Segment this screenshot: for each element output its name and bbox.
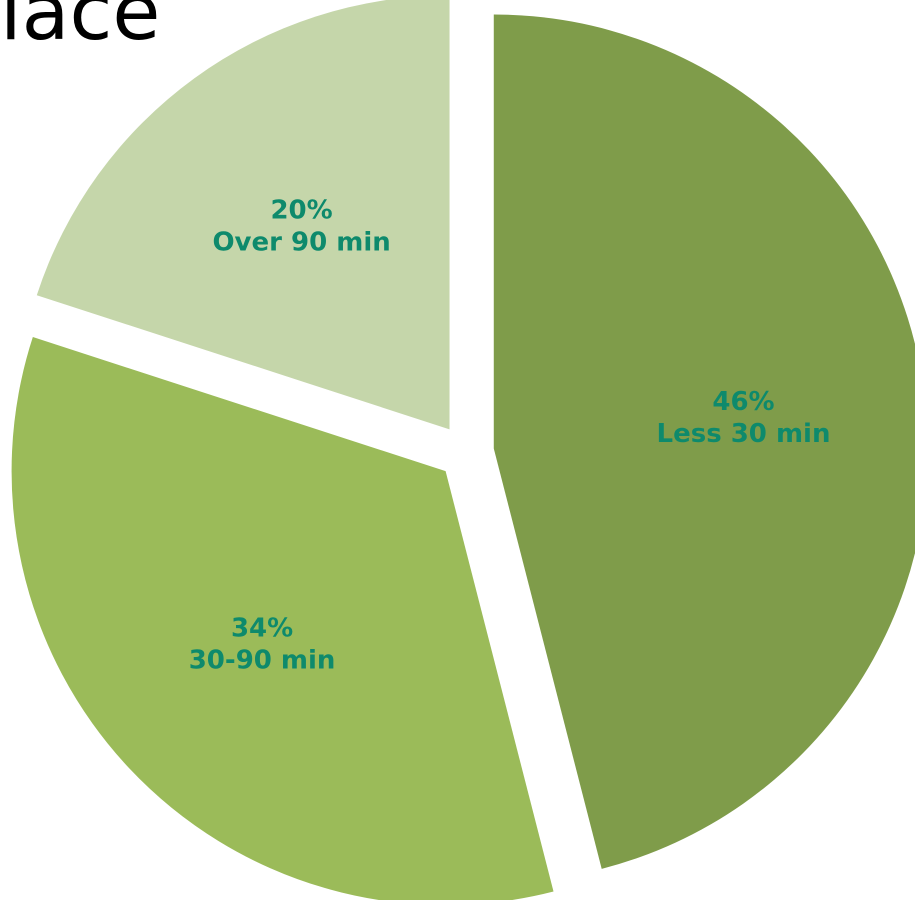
slice-category-label: 30-90 min: [189, 646, 336, 676]
slice-value-label: 46%: [712, 387, 774, 417]
slice-category-label: Less 30 min: [657, 419, 831, 449]
slice-value-label: 34%: [231, 614, 293, 644]
slice-value-label: 20%: [270, 196, 332, 226]
pie-labels: 46%Less 30 min 34%30-90 min 20%Over 90 min: [189, 196, 831, 676]
pie-slice-2: [11, 337, 554, 900]
pie-slices: [11, 0, 915, 900]
pie-slice-3: [36, 0, 450, 430]
slide-title-fragment: lace: [0, 0, 161, 58]
pie-slice-1: [493, 14, 915, 869]
slice-category-label: Over 90 min: [212, 228, 390, 258]
